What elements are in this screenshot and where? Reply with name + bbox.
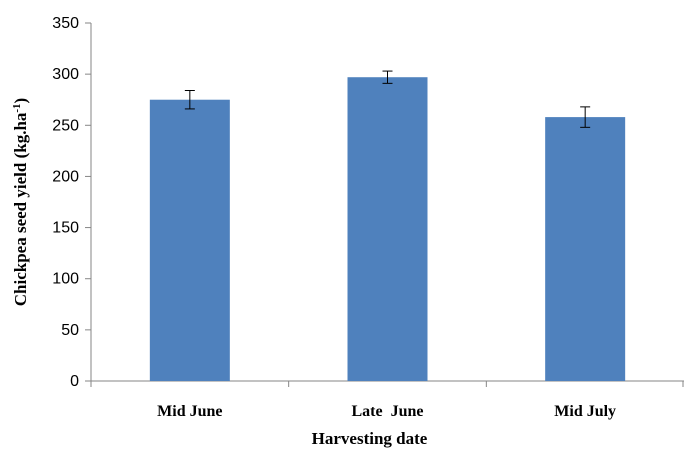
y-tick-label: 300 [52, 66, 79, 83]
y-axis-title-superscript: -1 [11, 103, 23, 112]
y-axis-title-main: Chickpea seed yield (kg.ha [11, 112, 30, 306]
y-tick-label: 250 [52, 117, 79, 134]
x-tick-label: Late June [352, 403, 424, 420]
x-tick-label: Mid July [554, 403, 616, 420]
y-tick-label: 350 [52, 15, 79, 32]
x-tick-labels: Mid June Late June Mid July [157, 403, 616, 420]
bar [347, 77, 428, 381]
x-tick-label: Mid June [157, 403, 222, 420]
y-tick-label: 50 [61, 322, 79, 339]
y-axis-title: Chickpea seed yield (kg.ha-1) [11, 98, 30, 306]
x-axis [90, 380, 684, 387]
y-tick-label: 150 [52, 220, 79, 237]
x-axis-title: Harvesting date [312, 429, 428, 448]
error-bars [184, 70, 591, 128]
bar [545, 117, 626, 382]
y-axis: 0 50 100 150 200 250 300 350 [52, 15, 92, 390]
y-tick-label: 200 [52, 168, 79, 185]
bar [149, 99, 230, 381]
bars [149, 77, 626, 382]
y-tick-label: 0 [70, 373, 79, 390]
y-tick-label: 100 [52, 271, 79, 288]
y-axis-title-end: ) [11, 98, 30, 104]
